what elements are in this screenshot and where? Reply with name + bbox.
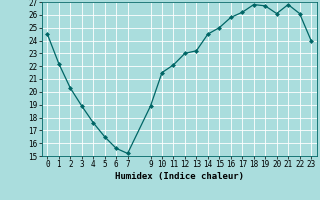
- X-axis label: Humidex (Indice chaleur): Humidex (Indice chaleur): [115, 172, 244, 181]
